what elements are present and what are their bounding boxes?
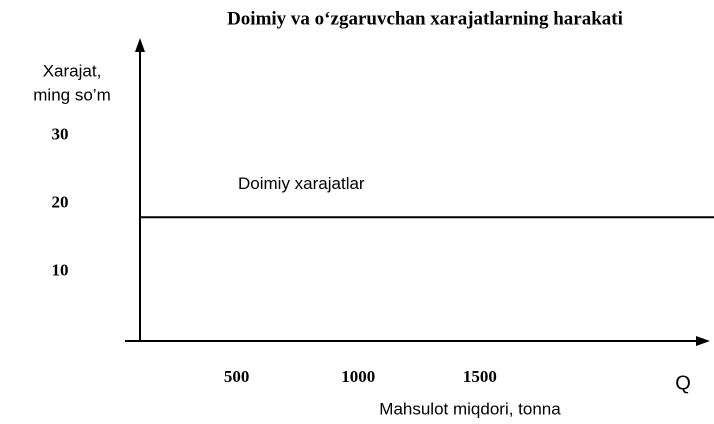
x-tick-label: 1000 [341, 367, 375, 386]
x-axis-symbol: Q [675, 372, 691, 394]
series-label: Doimiy xarajatlar [238, 174, 365, 193]
x-axis-label: Mahsulot miqdori, tonna [379, 399, 561, 418]
x-tick-label: 500 [224, 367, 250, 386]
chart-title: Doimiy va o‘zgaruvchan xarajatlarning ha… [227, 8, 623, 29]
y-tick-label: 30 [52, 124, 69, 143]
y-tick-label: 10 [52, 261, 69, 280]
x-tick-label: 1500 [463, 367, 497, 386]
y-axis-label: Xarajat, [43, 61, 102, 80]
x-axis-arrow [696, 336, 710, 346]
y-tick-label: 20 [52, 193, 69, 212]
y-axis-label: ming so’m [33, 85, 110, 104]
y-axis-arrow [135, 38, 145, 52]
